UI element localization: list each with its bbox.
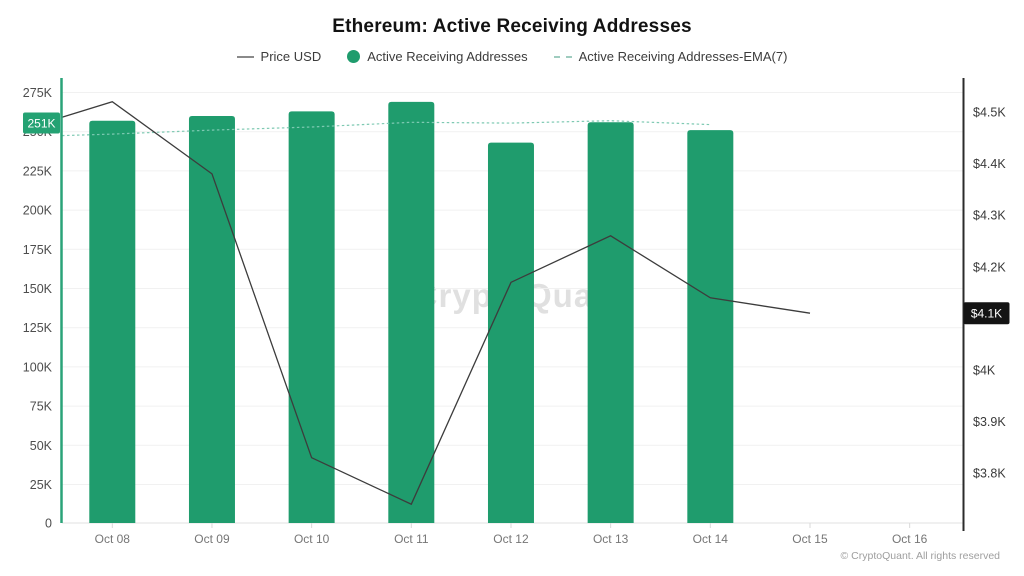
x-axis-label: Oct 08 <box>95 532 131 546</box>
x-axis-label: Oct 16 <box>892 532 928 546</box>
line-sample-icon <box>236 55 254 58</box>
chart-title: Ethereum: Active Receiving Addresses <box>332 16 692 37</box>
legend-label: Active Receiving Addresses <box>367 49 528 64</box>
bar-oct-12[interactable] <box>487 142 534 523</box>
bar-oct-13[interactable] <box>587 122 634 524</box>
legend-label: Price USD <box>260 49 322 64</box>
ema-line <box>61 120 711 137</box>
x-axis-label: Oct 15 <box>792 532 828 546</box>
bar-oct-11[interactable] <box>388 101 435 524</box>
right-axis-badge <box>963 302 1010 325</box>
dot-sample-icon <box>347 50 361 63</box>
x-axis-label: Oct 12 <box>493 532 529 546</box>
y-axis-label-left: 275K <box>23 86 53 100</box>
x-axis-label: Oct 09 <box>194 532 230 546</box>
legend-label: Active Receiving Addresses-EMA(7) <box>578 49 788 64</box>
legend-item-price-usd[interactable]: Price USD <box>236 49 322 64</box>
y-axis-label-left: 0 <box>45 517 52 531</box>
y-axis-label-right: $4K <box>973 364 996 378</box>
y-axis-label-left: 175K <box>23 243 53 257</box>
y-axis-label-left: 50K <box>30 439 53 453</box>
y-axis-label-left: 125K <box>23 321 53 335</box>
x-axis-label: Oct 10 <box>294 532 330 546</box>
y-axis-label-left: 225K <box>23 164 53 178</box>
y-axis-label-left: 75K <box>30 400 53 414</box>
bar-oct-10[interactable] <box>288 111 335 523</box>
legend: Price USD Active Receiving Addresses Act… <box>0 49 1024 64</box>
bar-oct-08[interactable] <box>89 120 136 523</box>
x-axis-label: Oct 14 <box>693 532 729 546</box>
bar-oct-09[interactable] <box>188 116 235 524</box>
y-axis-label-left: 200K <box>23 204 53 218</box>
dashed-line-sample-icon <box>553 55 572 58</box>
x-axis-label: Oct 13 <box>593 532 629 546</box>
y-axis-label-right: $4.4K <box>973 157 1006 171</box>
copyright-notice: © CryptoQuant. All rights reserved <box>840 550 1000 562</box>
y-axis-label-right: $3.9K <box>973 415 1006 429</box>
y-axis-label-left: 25K <box>30 478 53 492</box>
left-axis-badge <box>23 112 60 134</box>
legend-item-active-receiving-addresses[interactable]: Active Receiving Addresses <box>347 49 528 64</box>
bar-oct-14[interactable] <box>687 130 734 523</box>
y-axis-label-right: $4.2K <box>973 260 1006 274</box>
price-line <box>61 100 811 506</box>
x-axis-label: Oct 11 <box>394 532 429 546</box>
y-axis-label-left: 100K <box>23 360 53 374</box>
right-axis-badge-label: $4.1K <box>971 307 1002 321</box>
left-axis-badge-label: 251K <box>27 117 55 131</box>
y-axis-label-right: $4.3K <box>973 209 1006 223</box>
legend-item-ema[interactable]: Active Receiving Addresses-EMA(7) <box>553 49 788 64</box>
y-axis-label-left: 150K <box>23 282 53 296</box>
y-axis-label-right: $4.5K <box>973 106 1006 120</box>
y-axis-label-right: $3.8K <box>973 467 1006 481</box>
